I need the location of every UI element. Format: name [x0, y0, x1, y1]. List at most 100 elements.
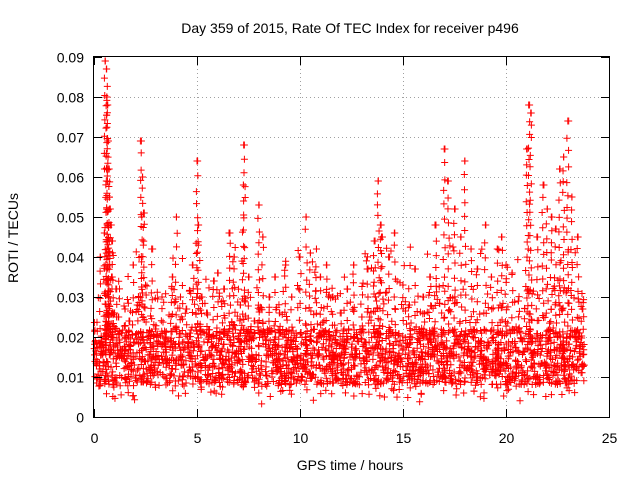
- data-point: [313, 299, 321, 307]
- data-point: [419, 378, 427, 386]
- data-point: [261, 380, 269, 388]
- data-point: [478, 347, 486, 355]
- data-point: [197, 383, 205, 391]
- data-point: [211, 375, 219, 383]
- data-point: [252, 375, 260, 383]
- data-point: [104, 262, 112, 270]
- data-point: [542, 364, 550, 372]
- data-point: [317, 273, 325, 281]
- data-point: [131, 374, 139, 382]
- data-point: [192, 249, 200, 257]
- data-point: [276, 326, 284, 334]
- data-point: [155, 338, 163, 346]
- data-point: [109, 368, 117, 376]
- data-point: [225, 378, 233, 386]
- data-point: [306, 249, 314, 257]
- data-point: [518, 351, 526, 359]
- data-point: [239, 346, 247, 354]
- data-point: [534, 291, 542, 299]
- data-point: [553, 380, 561, 388]
- data-point: [357, 334, 365, 342]
- data-point: [467, 326, 475, 334]
- data-point: [143, 282, 151, 290]
- data-point: [147, 289, 155, 297]
- data-point: [168, 370, 176, 378]
- data-point: [488, 357, 496, 365]
- data-point: [450, 368, 458, 376]
- data-point: [502, 322, 510, 330]
- data-point: [577, 369, 585, 377]
- data-point: [418, 355, 426, 363]
- data-point: [294, 282, 302, 289]
- data-point: [527, 121, 535, 129]
- data-point: [271, 288, 279, 296]
- data-point: [220, 312, 228, 320]
- data-point: [539, 275, 547, 283]
- data-point: [467, 358, 475, 366]
- data-point: [308, 370, 316, 378]
- data-point: [303, 386, 311, 394]
- data-point: [399, 316, 407, 324]
- data-point: [452, 299, 460, 307]
- data-point: [302, 243, 310, 251]
- data-point: [105, 193, 113, 201]
- data-point: [316, 365, 324, 373]
- data-point: [456, 357, 464, 365]
- data-point: [204, 339, 212, 347]
- data-point: [297, 329, 305, 337]
- data-point: [489, 365, 497, 373]
- data-point: [407, 319, 415, 327]
- data-point: [344, 378, 352, 386]
- data-point: [209, 331, 217, 339]
- data-point: [128, 309, 136, 317]
- data-point: [526, 208, 534, 216]
- data-point: [294, 247, 302, 255]
- data-point: [248, 361, 256, 369]
- data-point: [488, 273, 496, 281]
- data-point: [226, 229, 234, 237]
- data-point: [213, 324, 221, 332]
- data-point: [94, 370, 102, 378]
- data-point: [572, 342, 580, 350]
- data-point: [540, 299, 548, 307]
- data-point: [551, 301, 559, 309]
- data-point: [104, 377, 112, 385]
- data-point: [279, 287, 287, 295]
- data-point: [219, 371, 227, 379]
- data-point: [254, 319, 262, 327]
- data-point: [226, 252, 234, 260]
- data-point: [225, 348, 233, 356]
- data-point: [216, 351, 224, 359]
- y-tick-label: 0.01: [57, 370, 84, 386]
- data-point: [452, 375, 460, 383]
- data-point: [140, 339, 148, 347]
- data-point: [296, 299, 304, 307]
- data-point: [215, 364, 223, 372]
- data-point: [406, 384, 414, 392]
- data-point: [441, 374, 449, 382]
- data-point: [459, 285, 467, 293]
- data-point: [376, 288, 384, 296]
- data-point: [515, 293, 523, 301]
- data-point: [140, 274, 148, 282]
- data-point: [461, 212, 469, 220]
- data-point: [425, 315, 433, 323]
- data-point: [542, 340, 550, 348]
- data-point: [508, 314, 516, 322]
- data-point: [297, 270, 305, 278]
- data-point: [240, 169, 248, 177]
- data-point: [564, 261, 572, 269]
- data-point: [408, 334, 416, 342]
- y-tick-label: 0.08: [57, 90, 84, 106]
- data-point: [580, 377, 588, 385]
- data-point: [383, 244, 391, 252]
- data-point: [502, 278, 510, 286]
- y-tick-label: 0.05: [57, 210, 84, 226]
- data-point: [542, 285, 550, 293]
- data-point: [534, 263, 542, 271]
- data-point: [394, 358, 402, 366]
- data-point: [305, 369, 313, 377]
- data-point: [444, 297, 452, 305]
- data-point: [563, 179, 571, 187]
- data-point: [520, 315, 528, 323]
